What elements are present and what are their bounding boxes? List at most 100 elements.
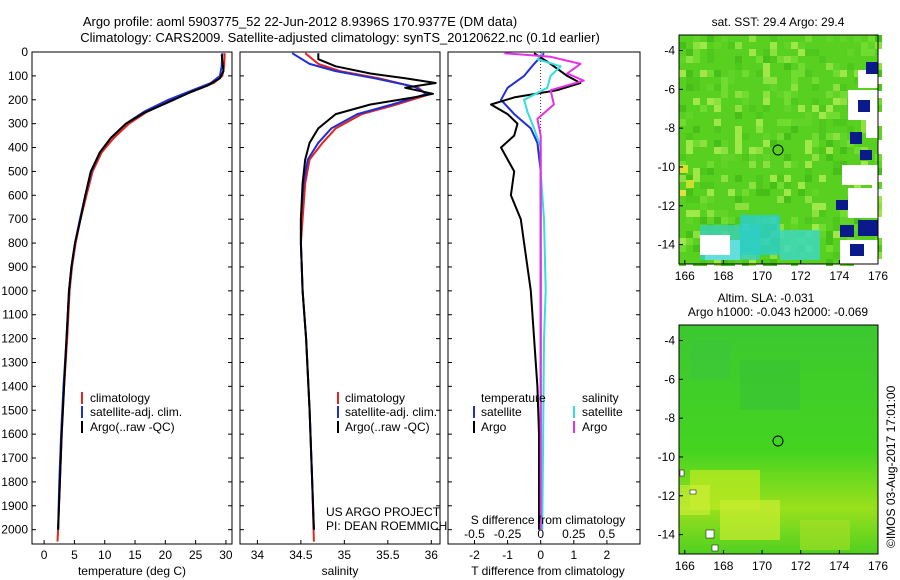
sst-cell (735, 217, 742, 224)
sst-cell (826, 238, 833, 245)
sst-cell (714, 105, 721, 112)
sst-cell (770, 140, 777, 147)
map-x-tick-label: 170 (752, 559, 772, 573)
sst-cell (707, 210, 714, 217)
map-x-tick-label: 166 (675, 269, 695, 283)
sst-cell (749, 147, 756, 154)
sst-cell (805, 168, 812, 175)
series-line-t-argo (490, 52, 582, 530)
sla-map-frame (678, 324, 879, 555)
sst-mask-cell (700, 235, 730, 255)
sst-cell (770, 119, 777, 126)
legend-label-climatology: climatology (90, 391, 150, 405)
sst-cell (686, 140, 693, 147)
map-y-tick-label: -6 (664, 372, 675, 386)
y-tick-label: 0 (21, 45, 28, 59)
sst-cell (742, 105, 749, 112)
sst-cell (777, 189, 784, 196)
sst-cell (812, 77, 819, 84)
sst-cell (833, 98, 840, 105)
sst-cell (777, 91, 784, 98)
sst-cell (763, 112, 770, 119)
figure-title-line2: Climatology: CARS2009. Satellite-adjuste… (80, 30, 600, 45)
sst-cell (686, 196, 693, 203)
sst-cell (735, 91, 742, 98)
sst-cell (805, 196, 812, 203)
salinity-chart: 34 34.5 35 35.5 36 (240, 51, 440, 562)
sst-cell (812, 210, 819, 217)
sst-cell (679, 161, 686, 168)
sst-cell (728, 217, 735, 224)
sst-cell (826, 35, 833, 42)
x-tick-label: 10 (98, 548, 112, 562)
sla-island (711, 544, 719, 552)
sst-cell (833, 217, 840, 224)
y-tick-label: 300 (8, 117, 28, 131)
sst-cell (679, 42, 686, 49)
sst-cell (791, 98, 798, 105)
sla-map-cells (679, 340, 850, 552)
salinity-legend: climatology satellite-adj. clim. Argo(..… (337, 391, 437, 434)
sst-cell (791, 35, 798, 42)
sst-cell (749, 105, 756, 112)
map-x-tick-label: 174 (829, 269, 849, 283)
sst-cell (693, 245, 700, 252)
sst-mask-cell (850, 132, 862, 144)
map-y-tick-label: -12 (658, 199, 676, 213)
legend-header-temperature: temperature (481, 391, 546, 405)
y-tick-label: 700 (8, 212, 28, 226)
sst-cell (700, 217, 707, 224)
sst-cell (749, 49, 756, 56)
sst-cell (714, 210, 721, 217)
sst-mask-cell (850, 244, 864, 256)
sst-cell (721, 77, 728, 84)
sst-cell (791, 224, 798, 231)
sla-map: 166 168 170 172 174 176 -4 -6 -8 -10 -12 -14 (658, 324, 888, 573)
legend-label-s-argo: Argo (582, 420, 608, 434)
sst-cell (812, 203, 819, 210)
sst-cell (770, 259, 777, 266)
sst-cell (791, 161, 798, 168)
sst-cell (833, 63, 840, 70)
sst-cell (868, 35, 875, 42)
sst-cell (763, 133, 770, 140)
sst-cell (693, 126, 700, 133)
sst-cell (826, 252, 833, 259)
sst-cell (840, 133, 847, 140)
sst-cell (784, 42, 791, 49)
sst-cell (749, 35, 756, 42)
sst-cell (812, 98, 819, 105)
sst-cell (763, 63, 770, 70)
difference-xlabel-s: S difference from climatology (471, 513, 626, 527)
sst-cell (805, 70, 812, 77)
sst-cell (763, 77, 770, 84)
sst-cell (714, 84, 721, 91)
map-y-tick-label: -14 (658, 238, 676, 252)
sst-cell (840, 70, 847, 77)
sst-cell (826, 140, 833, 147)
sst-cell (693, 35, 700, 42)
sst-cell (707, 147, 714, 154)
y-tick-label: 100 (8, 69, 28, 83)
sst-cell (805, 147, 812, 154)
sst-cell (721, 175, 728, 182)
sst-mask-cell (840, 225, 854, 237)
sst-cell (700, 105, 707, 112)
sst-cell (833, 91, 840, 98)
sst-cell (777, 147, 784, 154)
sst-cell (693, 84, 700, 91)
sst-cell (826, 245, 833, 252)
sst-cell (763, 84, 770, 91)
sst-cell (791, 217, 798, 224)
legend-label-t-argo: Argo (481, 420, 507, 434)
y-tick-label: 200 (8, 93, 28, 107)
series-line-t-satellite (500, 52, 545, 530)
sst-cell (714, 42, 721, 49)
map-y-tick-label: -6 (664, 82, 675, 96)
map-x-tick-label: 168 (713, 559, 733, 573)
sst-cell (700, 168, 707, 175)
sst-cell (784, 196, 791, 203)
sla-map-subtitle: Argo h1000: -0.043 h2000: -0.069 (688, 305, 868, 319)
sst-cell (777, 182, 784, 189)
sla-anomaly-patch (680, 485, 710, 515)
